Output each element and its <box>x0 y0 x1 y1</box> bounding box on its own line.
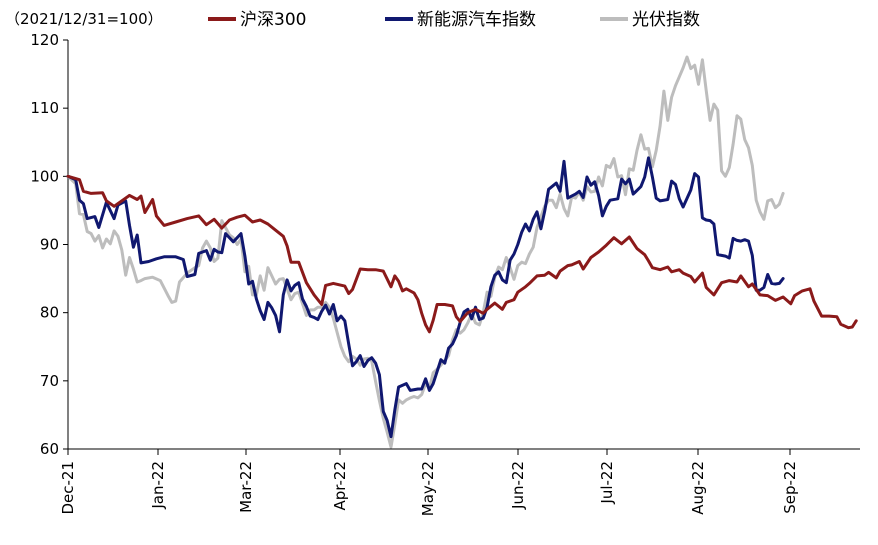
y-tick-label: 60 <box>40 440 59 458</box>
y-tick-label: 80 <box>40 304 59 322</box>
series-line-0 <box>66 174 858 334</box>
series-layer <box>66 55 858 449</box>
x-tick-label: Dec-21 <box>59 461 77 515</box>
x-tick-label: May-22 <box>419 461 437 516</box>
y-tick-label: 70 <box>40 372 59 390</box>
legend-label: 新能源汽车指数 <box>417 10 536 30</box>
y-tick-label: 120 <box>30 31 59 49</box>
y-tick-label: 90 <box>40 236 59 254</box>
legend: 沪深300 新能源汽车指数 光伏指数 <box>208 10 700 30</box>
axes: 60 70 80 90 100 110 120 Dec-21 Jan-22 Mar-22 Apr-2… <box>30 31 860 516</box>
legend-label: 光伏指数 <box>632 10 700 30</box>
x-tick-label: Jan-22 <box>149 461 167 510</box>
x-tick-label: Sep-22 <box>781 461 799 514</box>
y-tick-label: 110 <box>30 99 59 117</box>
x-tick-label: Jun-22 <box>509 461 527 510</box>
series-line-2 <box>66 55 785 449</box>
x-tick-label: Aug-22 <box>689 461 707 515</box>
y-tick-label: 100 <box>30 167 59 185</box>
series-line-1 <box>66 156 785 439</box>
x-tick-label: Jul-22 <box>598 461 616 505</box>
chart-note: （2021/12/31=100） <box>5 10 163 28</box>
x-tick-label: Apr-22 <box>331 461 349 511</box>
legend-label: 沪深300 <box>240 10 306 30</box>
x-tick-label: Mar-22 <box>237 461 255 513</box>
